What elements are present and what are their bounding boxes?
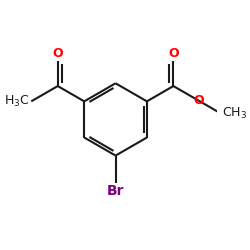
- Text: Br: Br: [107, 184, 124, 198]
- Text: O: O: [168, 47, 179, 60]
- Text: O: O: [52, 47, 63, 60]
- Text: CH$_3$: CH$_3$: [222, 106, 248, 121]
- Text: O: O: [193, 94, 204, 107]
- Text: H$_3$C: H$_3$C: [4, 94, 30, 109]
